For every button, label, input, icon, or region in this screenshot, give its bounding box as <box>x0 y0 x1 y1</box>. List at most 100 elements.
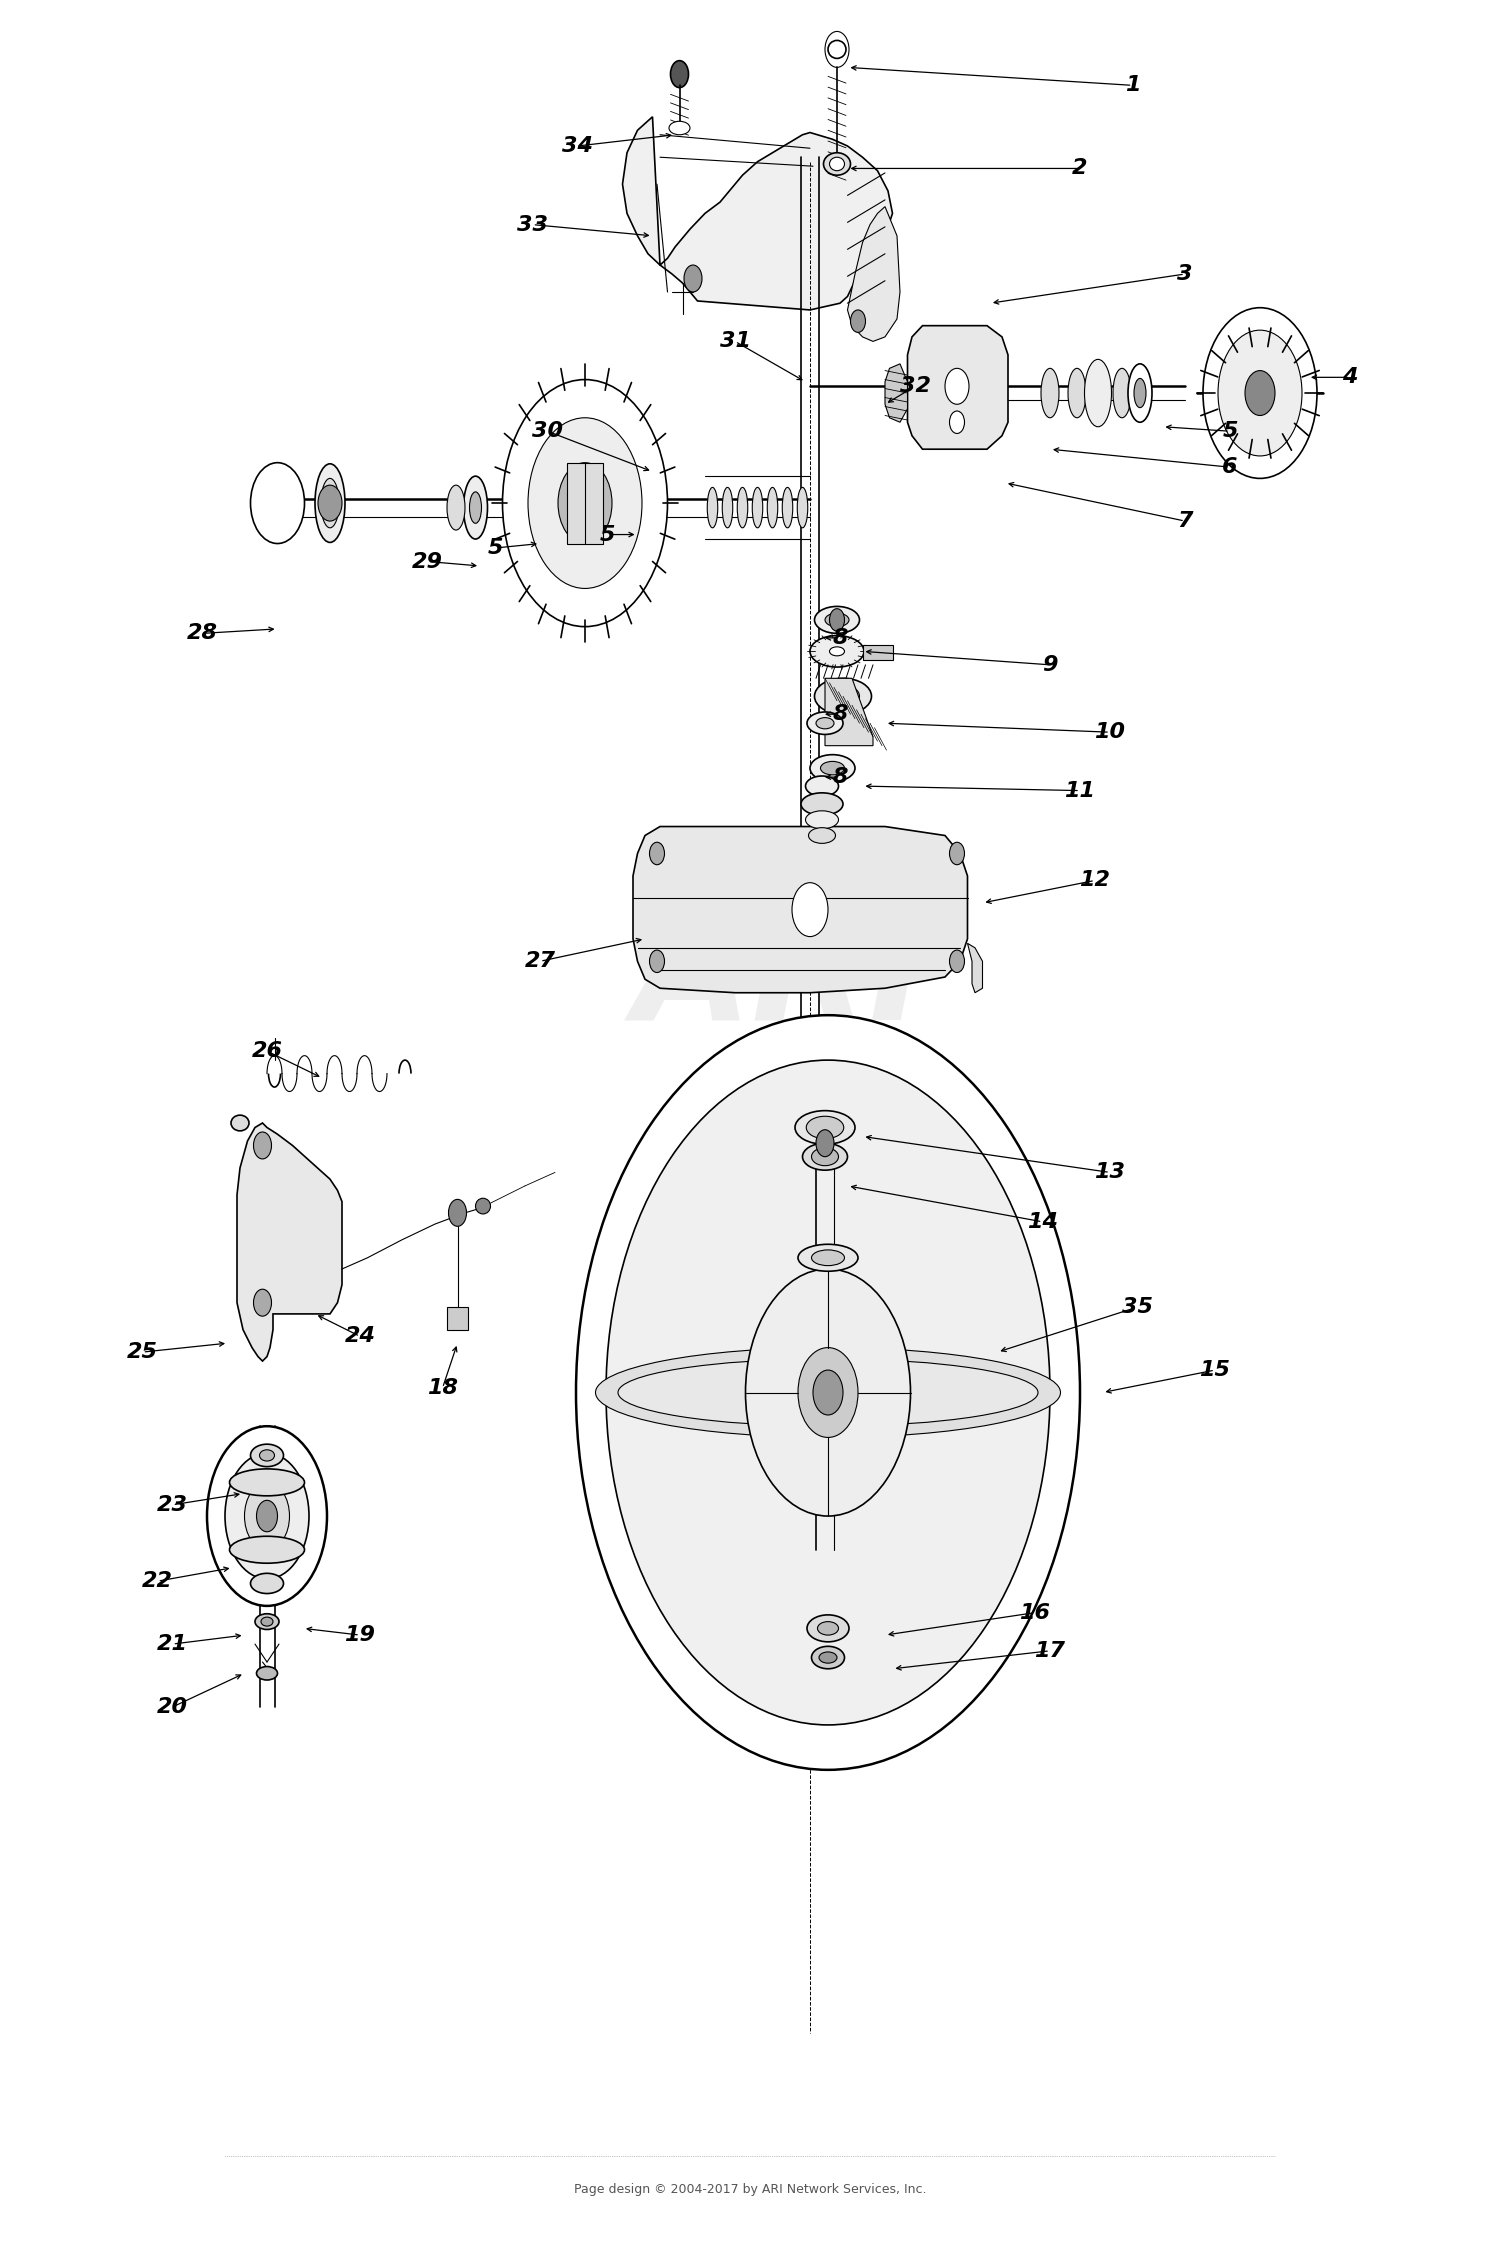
Text: 31: 31 <box>720 332 750 350</box>
Ellipse shape <box>812 1249 844 1267</box>
Polygon shape <box>847 207 900 341</box>
Ellipse shape <box>261 1617 273 1626</box>
Circle shape <box>254 1132 272 1159</box>
Ellipse shape <box>807 1116 844 1139</box>
Text: 25: 25 <box>128 1343 158 1361</box>
Text: 33: 33 <box>518 216 548 234</box>
Text: 8: 8 <box>833 705 848 723</box>
Ellipse shape <box>447 485 465 530</box>
Text: 1: 1 <box>1125 76 1140 94</box>
Ellipse shape <box>783 487 792 528</box>
Ellipse shape <box>828 40 846 58</box>
Text: ARI: ARI <box>633 903 927 1051</box>
Polygon shape <box>633 827 968 993</box>
Text: 19: 19 <box>345 1626 375 1644</box>
Circle shape <box>684 265 702 292</box>
Ellipse shape <box>812 1148 838 1166</box>
Text: 35: 35 <box>1122 1298 1152 1316</box>
Ellipse shape <box>824 153 850 175</box>
Text: 34: 34 <box>562 137 592 155</box>
Ellipse shape <box>1134 380 1146 409</box>
Text: 5: 5 <box>1222 422 1238 440</box>
Text: 3: 3 <box>1178 265 1192 283</box>
Text: 12: 12 <box>1080 871 1110 889</box>
Ellipse shape <box>810 636 864 667</box>
Text: 15: 15 <box>1200 1361 1230 1379</box>
Ellipse shape <box>766 487 777 528</box>
Ellipse shape <box>230 1536 304 1563</box>
Circle shape <box>798 1348 858 1437</box>
Circle shape <box>950 950 964 973</box>
Polygon shape <box>622 117 892 310</box>
Text: 8: 8 <box>833 629 848 647</box>
Circle shape <box>950 842 964 865</box>
Ellipse shape <box>798 1244 858 1271</box>
Ellipse shape <box>818 1622 839 1635</box>
Text: 7: 7 <box>1178 512 1192 530</box>
Ellipse shape <box>807 1615 849 1642</box>
Circle shape <box>207 1426 327 1606</box>
Text: 11: 11 <box>1065 782 1095 800</box>
Ellipse shape <box>816 719 834 728</box>
Ellipse shape <box>830 157 844 171</box>
Circle shape <box>576 1015 1080 1770</box>
Ellipse shape <box>470 492 482 523</box>
Ellipse shape <box>1041 368 1059 418</box>
Text: 9: 9 <box>1042 656 1058 674</box>
Text: 13: 13 <box>1095 1163 1125 1181</box>
Ellipse shape <box>669 121 690 135</box>
Text: 22: 22 <box>142 1572 172 1590</box>
Ellipse shape <box>1113 368 1131 418</box>
Circle shape <box>945 368 969 404</box>
Polygon shape <box>825 678 873 746</box>
Text: Page design © 2004-2017 by ARI Network Services, Inc.: Page design © 2004-2017 by ARI Network S… <box>573 2183 926 2197</box>
Bar <box>447 1307 468 1330</box>
Ellipse shape <box>825 613 849 627</box>
Text: 16: 16 <box>1020 1604 1050 1622</box>
Ellipse shape <box>1128 364 1152 422</box>
Text: 20: 20 <box>158 1698 188 1716</box>
Polygon shape <box>908 326 1008 449</box>
Circle shape <box>254 1289 272 1316</box>
Circle shape <box>816 1130 834 1157</box>
Ellipse shape <box>1068 368 1086 418</box>
Circle shape <box>570 481 600 526</box>
Circle shape <box>251 463 305 544</box>
Circle shape <box>650 950 664 973</box>
Circle shape <box>256 1500 278 1532</box>
Circle shape <box>950 411 964 433</box>
Circle shape <box>670 61 688 88</box>
Circle shape <box>318 485 342 521</box>
Text: 14: 14 <box>1028 1213 1057 1231</box>
Polygon shape <box>237 1123 342 1361</box>
Ellipse shape <box>738 487 748 528</box>
Circle shape <box>830 609 844 631</box>
Ellipse shape <box>821 761 844 775</box>
Ellipse shape <box>231 1114 249 1132</box>
Ellipse shape <box>596 1348 1060 1437</box>
Ellipse shape <box>807 712 843 734</box>
Polygon shape <box>968 943 982 993</box>
Ellipse shape <box>752 487 762 528</box>
Bar <box>567 463 603 544</box>
Text: 18: 18 <box>427 1379 458 1397</box>
Text: 32: 32 <box>900 377 930 395</box>
Ellipse shape <box>251 1444 284 1467</box>
Text: 2: 2 <box>1072 159 1088 177</box>
Text: 23: 23 <box>158 1496 188 1514</box>
Ellipse shape <box>464 476 488 539</box>
Circle shape <box>825 31 849 67</box>
Text: 5: 5 <box>600 526 615 544</box>
Circle shape <box>606 1060 1050 1725</box>
Ellipse shape <box>255 1613 279 1631</box>
Circle shape <box>1203 308 1317 478</box>
Ellipse shape <box>798 487 807 528</box>
Ellipse shape <box>708 487 717 528</box>
Text: 17: 17 <box>1035 1642 1065 1660</box>
Ellipse shape <box>795 1110 855 1145</box>
Circle shape <box>746 1269 910 1516</box>
Ellipse shape <box>723 487 734 528</box>
Ellipse shape <box>230 1469 304 1496</box>
Ellipse shape <box>802 1143 847 1170</box>
Circle shape <box>503 380 668 627</box>
